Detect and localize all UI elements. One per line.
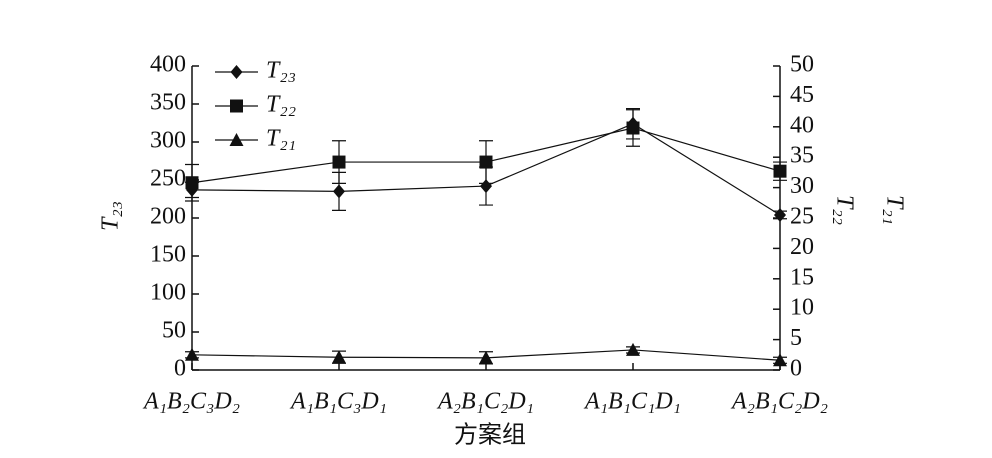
marker [626,342,640,356]
y-tick-label: 300 [150,128,186,154]
legend-label: T₂₃ [266,58,296,84]
y2-tick-label: 30 [790,173,814,199]
y-tick-label: 250 [150,166,186,192]
marker [773,164,787,178]
y2-tick-label: 25 [790,204,814,230]
marker [479,350,493,364]
y-tick-label: 50 [162,318,186,344]
marker [185,347,199,361]
y-tick-label: 200 [150,204,186,230]
marker [185,176,199,190]
marker [230,65,243,79]
marker [333,184,345,199]
marker [230,99,243,113]
y2-tick-label: 5 [790,325,802,351]
y2-tick-label: 10 [790,295,814,321]
marker [773,353,787,367]
y2-tick-label: 0 [790,356,802,382]
y2-tick-label: 40 [790,112,814,138]
x-axis-label: 方案组 [454,422,526,449]
x-tick-label: A₁B₁C₃D₁ [289,389,387,415]
legend-label: T₂₂ [266,92,296,118]
y2-tick-label: 50 [790,52,814,78]
y-tick-label: 0 [174,356,186,382]
marker [332,155,346,169]
y-tick-label: 100 [150,280,186,306]
marker [480,179,492,194]
marker [229,133,244,146]
y-axis-label: T₂₃ [98,201,124,231]
y-tick-label: 400 [150,52,186,78]
x-tick-label: A₁B₁C₁D₁ [583,389,681,415]
y-tick-label: 150 [150,242,186,268]
y2-tick-label: 35 [790,143,814,169]
x-tick-label: A₁B₂C₃D₂ [142,389,240,415]
x-tick-label: A₂B₁C₂D₂ [730,389,828,415]
marker [479,155,493,169]
legend-label: T₂₁ [266,126,296,152]
y2-tick-label: 20 [790,234,814,260]
y2-tick-label: 45 [790,82,814,108]
marker [332,350,346,364]
y2-axis-label: T₂₂ [831,195,857,225]
y2-axis-label: T₂₁ [881,195,907,225]
marker [774,207,786,222]
marker [626,121,640,135]
y-tick-label: 350 [150,90,186,116]
y2-tick-label: 15 [790,264,814,290]
x-tick-label: A₂B₁C₂D₁ [436,389,534,415]
